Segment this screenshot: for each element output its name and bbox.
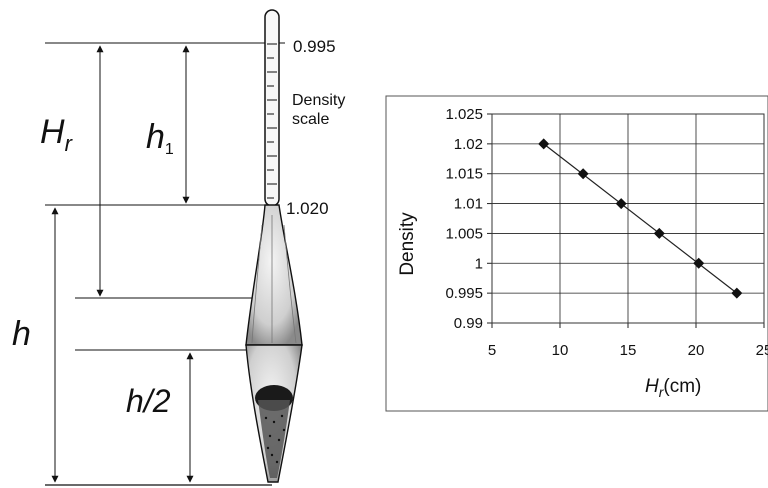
y-tick-label: 0.99	[454, 315, 483, 332]
x-tick-label: 20	[688, 342, 705, 359]
hr-label-sub: r	[65, 131, 74, 156]
data-point-marker	[577, 168, 589, 180]
x-tick-label: 5	[488, 342, 496, 359]
y-tick-label: 1.025	[445, 106, 483, 123]
h-label: h	[12, 315, 31, 353]
y-tick-label: 1.015	[445, 166, 483, 183]
x-tick-label: 10	[552, 342, 569, 359]
x-axis-label: Hr(cm)	[645, 376, 701, 400]
trend-line	[543, 143, 738, 294]
hr-label-main: H	[40, 113, 65, 151]
chart-frame	[385, 95, 768, 412]
y-tick-label: 1.01	[454, 196, 483, 213]
plot-area-border	[491, 113, 765, 324]
data-point-marker	[653, 227, 665, 239]
x-axis-label-main: H	[645, 376, 659, 397]
scale-top-value: 0.995	[293, 37, 336, 56]
y-axis-label: Density	[397, 212, 418, 276]
scale-caption-line1: Density	[292, 92, 345, 109]
hydrometer-diagram: Hr h1 h h/2 0.995 1.020 Density scale	[12, 9, 345, 486]
h1-label: h1	[146, 118, 174, 158]
y-tick-label: 1.005	[445, 225, 483, 242]
data-point-marker	[538, 138, 550, 150]
x-tick-label: 25	[756, 342, 768, 359]
x-axis-label-sub: r	[659, 384, 665, 400]
upper-cone-shading	[251, 215, 297, 344]
scale-caption-line2: scale	[292, 111, 329, 128]
data-point-marker	[693, 257, 705, 269]
data-point-marker	[731, 287, 743, 299]
x-tick-labels: 5 10 15 20 25	[488, 342, 768, 359]
hydrometer-stem	[264, 9, 280, 207]
y-tick-labels: 0.99 0.995 1 1.005 1.01 1.015 1.02 1.025	[445, 106, 483, 332]
stem-graduations	[267, 43, 277, 199]
y-tick-label: 0.995	[445, 285, 483, 302]
ballast-fill	[258, 400, 290, 478]
h1-label-main: h	[146, 118, 165, 156]
hydrometer-illustration	[245, 9, 303, 483]
hr-label: Hr	[40, 113, 74, 156]
y-tick-label: 1.02	[454, 136, 483, 153]
scale-bottom-value: 1.020	[286, 199, 329, 218]
x-axis-label-unit: (cm)	[663, 376, 701, 397]
y-tick-label: 1	[475, 255, 483, 272]
ballast-grains	[264, 414, 286, 464]
data-point-marker	[615, 198, 627, 210]
data-series	[538, 138, 743, 299]
x-tick-label: 15	[620, 342, 637, 359]
h1-label-sub: 1	[165, 141, 174, 158]
half-h-label: h/2	[126, 383, 171, 419]
density-chart: 0.99 0.995 1 1.005 1.01 1.015 1.02 1.025 5 10 15 2…	[385, 95, 768, 412]
